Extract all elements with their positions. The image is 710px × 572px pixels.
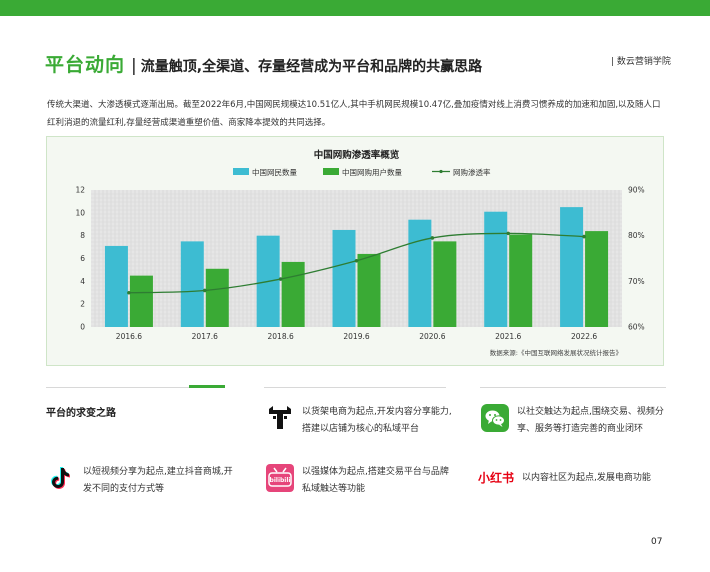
intro-paragraph: 传统大渠道、大渗透模式逐渐出局。截至2022年6月,中国网民规模达10.51亿人…: [47, 100, 661, 128]
bar: [484, 211, 508, 327]
page-title: 平台动向: [45, 54, 126, 76]
douyin-icon: [51, 467, 70, 489]
y-tick-label: 12: [75, 186, 85, 195]
y-tick-label: 4: [80, 277, 85, 286]
x-tick-label: 2016.6: [116, 332, 142, 341]
platform-text-bilibili: 以强媒体为起点,搭建交易平台与品牌私域触达等功能: [302, 467, 449, 494]
bar: [585, 231, 609, 327]
bar: [180, 241, 204, 327]
y-tick-label: 2: [80, 300, 85, 309]
bilibili-logo-text: bilibili: [270, 477, 291, 484]
platform-item-xiaohongshu: 小红书 以内容社区为起点,发展电商功能: [478, 468, 678, 488]
bar: [281, 261, 305, 327]
y-tick-label: 8: [80, 231, 85, 240]
platform-item-douyin: 以短视频分享为起点,建立抖音商城,开发不同的支付方式等: [47, 464, 237, 498]
bar: [509, 234, 533, 327]
section-title: 平台的求变之路: [46, 408, 116, 419]
page-number: 07: [651, 537, 663, 547]
legend-swatch: [323, 168, 339, 175]
legend-label: 网购渗透率: [453, 167, 491, 177]
legend-swatch: [233, 168, 249, 175]
divider-right: [480, 387, 666, 388]
legend-label: 中国网民数量: [252, 167, 297, 177]
bar: [408, 219, 432, 327]
platform-text-wechat: 以社交触达为起点,围绕交易、视频分享、服务等打造完善的商业闭环: [517, 407, 664, 434]
chart-panel: 中国网购渗透率概览中国网民数量 中国网购用户数量 网购渗透率 0 2 4 6 8 10 12 60%…: [46, 136, 664, 366]
bar: [433, 241, 457, 327]
platform-text-tmall: 以货架电商为起点,开发内容分享能力,搭建以店铺为核心的私域平台: [302, 407, 452, 434]
x-tick-label: 2020.6: [419, 332, 445, 341]
title-separator: |: [131, 56, 137, 76]
xiaohongshu-icon: 小红书: [478, 471, 515, 485]
line-point: [582, 234, 586, 239]
wechat-icon: [481, 404, 509, 432]
line-point: [506, 231, 511, 236]
chart-source: 数据来源:《中国互联网络发展状况统计报告》: [490, 348, 622, 357]
x-tick-label: 2022.6: [571, 332, 597, 341]
top-accent-bar: [0, 0, 710, 16]
brand-label: | 数云营销学院: [611, 57, 671, 67]
legend-swatch: [439, 169, 443, 174]
page-subtitle: 流量触顶,全渠道、存量经营成为平台和品牌的共赢思路: [140, 59, 483, 75]
chart-title: 中国网购渗透率概览: [314, 149, 400, 161]
platform-text-douyin: 以短视频分享为起点,建立抖音商城,开发不同的支付方式等: [83, 467, 233, 494]
bar: [332, 229, 356, 327]
bar: [205, 268, 229, 327]
bilibili-icon: bilibili: [266, 464, 294, 492]
x-tick-label: 2018.6: [268, 332, 294, 341]
y-tick-label: 6: [80, 254, 85, 263]
bar: [129, 275, 153, 327]
divider-middle: [264, 387, 446, 388]
platform-item-bilibili: bilibili 以强媒体为起点,搭建交易平台与品牌私域触达等功能: [266, 464, 456, 498]
y2-tick-label: 60%: [628, 323, 645, 332]
tmall-icon: [269, 406, 291, 429]
y2-tick-label: 70%: [628, 277, 645, 286]
page-header: 平台动向 | 流量触顶,全渠道、存量经营成为平台和品牌的共赢思路: [45, 50, 482, 77]
y2-tick-label: 80%: [628, 231, 645, 240]
line-point: [430, 236, 435, 240]
platform-text-xiaohongshu: 以内容社区为起点,发展电商功能: [522, 473, 651, 483]
bar: [357, 253, 381, 327]
line-point: [278, 277, 283, 281]
platform-item-tmall: 以货架电商为起点,开发内容分享能力,搭建以店铺为核心的私域平台: [266, 404, 456, 438]
plot-area: [91, 190, 622, 327]
divider-left: [46, 387, 225, 388]
x-tick-label: 2019.6: [343, 332, 369, 341]
y2-tick-label: 90%: [628, 186, 645, 195]
line-point: [202, 288, 207, 293]
line-point: [354, 258, 359, 263]
divider-accent: [189, 385, 225, 388]
platform-item-wechat: 以社交触达为起点,围绕交易、视频分享、服务等打造完善的商业闭环: [481, 404, 671, 438]
y-tick-label: 0: [80, 323, 85, 332]
bar: [104, 245, 128, 327]
line-point: [127, 290, 131, 295]
legend-label: 中国网购用户数量: [342, 167, 402, 177]
bar: [560, 207, 584, 327]
x-tick-label: 2017.6: [192, 332, 218, 341]
y-tick-label: 10: [75, 208, 85, 217]
x-tick-label: 2021.6: [495, 332, 521, 341]
